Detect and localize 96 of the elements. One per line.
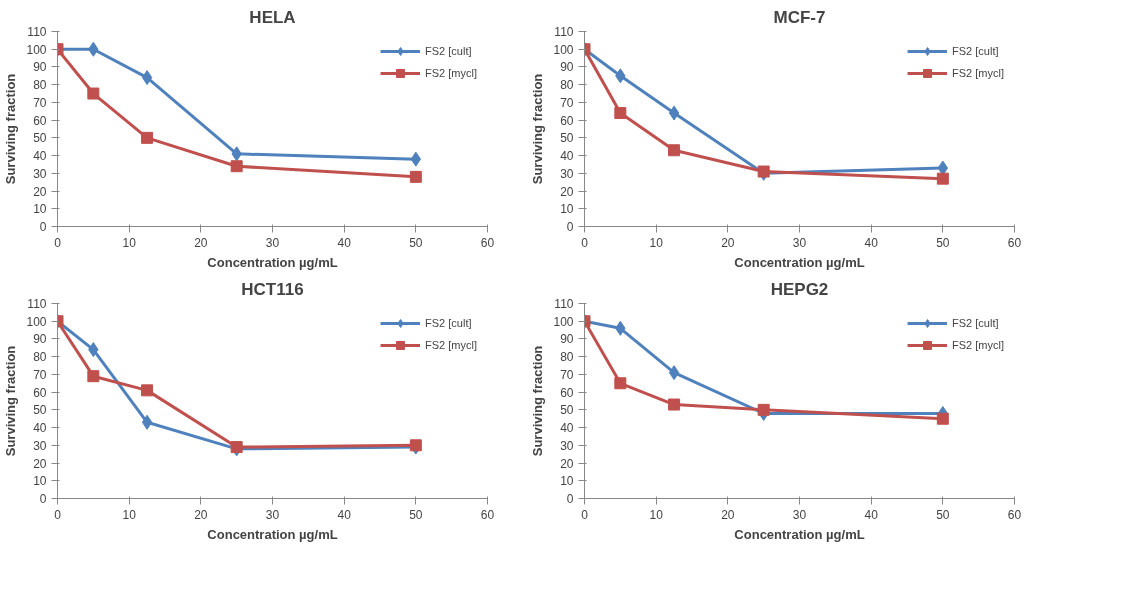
y-tick-label: 90	[33, 332, 47, 347]
x-tick-label: 60	[480, 507, 495, 522]
x-tick-label: 60	[1007, 235, 1022, 250]
chart-title: HCT116	[241, 279, 304, 299]
y-tick-label: 60	[33, 113, 47, 128]
y-tick-label: 110	[27, 25, 47, 39]
y-tick-label: 20	[33, 456, 47, 471]
x-tick-label: 40	[864, 507, 879, 522]
chart-title: MCF-7	[773, 7, 826, 27]
y-tick-label: 30	[33, 438, 47, 453]
y-tick-label: 10	[33, 474, 47, 489]
x-tick-label: 30	[792, 235, 807, 250]
x-tick-label: 0	[54, 235, 62, 250]
y-tick-label: 20	[33, 184, 47, 199]
x-tick-label: 10	[649, 507, 664, 522]
y-axis-title: Surviving fraction	[530, 345, 546, 457]
x-axis-title: Concentration µg/mL	[734, 254, 865, 270]
y-axis-title: Surviving fraction	[3, 73, 19, 185]
legend-label: FS2 [cult]	[952, 317, 999, 329]
x-tick-label: 50	[409, 235, 423, 250]
y-tick-label: 0	[566, 220, 574, 234]
y-tick-label: 100	[26, 42, 47, 57]
y-tick-label: 50	[560, 131, 574, 146]
y-tick-label: 90	[560, 332, 574, 347]
y-tick-label: 50	[560, 403, 574, 418]
x-tick-label: 30	[265, 235, 280, 250]
y-tick-label: 50	[33, 131, 47, 146]
legend-label: FS2 [mycl]	[952, 67, 1004, 79]
x-tick-label: 10	[122, 507, 137, 522]
y-tick-label: 60	[560, 113, 574, 128]
legend-label: FS2 [cult]	[425, 45, 472, 57]
y-axis-title: Surviving fraction	[3, 345, 19, 457]
chart-title: HEPG2	[770, 279, 829, 299]
y-tick-label: 80	[560, 78, 574, 93]
y-tick-label: 40	[33, 149, 47, 164]
legend-label: FS2 [cult]	[425, 317, 472, 329]
y-tick-label: 10	[33, 202, 47, 217]
legend-label: FS2 [cult]	[952, 45, 999, 57]
y-tick-label: 30	[33, 166, 47, 181]
y-tick-label: 0	[39, 492, 47, 506]
y-tick-label: 30	[560, 166, 574, 181]
y-tick-label: 50	[33, 403, 47, 418]
x-tick-label: 60	[480, 235, 495, 250]
x-tick-label: 40	[337, 235, 352, 250]
y-tick-label: 70	[33, 367, 47, 382]
y-tick-label: 0	[39, 220, 47, 234]
x-tick-label: 60	[1007, 507, 1022, 522]
y-tick-label: 90	[33, 60, 47, 75]
x-tick-label: 20	[194, 507, 208, 522]
x-tick-label: 0	[581, 235, 589, 250]
y-axis-title: Surviving fraction	[530, 73, 546, 185]
y-tick-label: 60	[560, 385, 574, 400]
y-tick-label: 70	[560, 367, 574, 382]
x-tick-label: 0	[581, 507, 589, 522]
x-tick-label: 50	[936, 235, 950, 250]
x-tick-label: 40	[864, 235, 879, 250]
legend-label: FS2 [mycl]	[425, 339, 477, 351]
x-tick-label: 50	[409, 507, 423, 522]
x-tick-label: 40	[337, 507, 352, 522]
y-tick-label: 0	[566, 492, 574, 506]
y-tick-label: 40	[560, 149, 574, 164]
x-axis-title: Concentration µg/mL	[207, 526, 338, 542]
x-axis-title: Concentration µg/mL	[734, 526, 865, 542]
chart-title: HELA	[249, 7, 296, 27]
y-tick-label: 10	[560, 474, 574, 489]
x-tick-label: 0	[54, 507, 62, 522]
y-tick-label: 10	[560, 202, 574, 217]
x-tick-label: 50	[936, 507, 950, 522]
y-tick-label: 110	[554, 25, 574, 39]
y-tick-label: 100	[26, 314, 47, 329]
y-tick-label: 70	[560, 95, 574, 110]
x-tick-label: 20	[721, 507, 735, 522]
y-tick-label: 20	[560, 456, 574, 471]
y-tick-label: 100	[553, 314, 574, 329]
y-tick-label: 80	[560, 350, 574, 365]
x-tick-label: 20	[721, 235, 735, 250]
legend-label: FS2 [mycl]	[425, 67, 477, 79]
x-tick-label: 10	[122, 235, 137, 250]
x-tick-label: 20	[194, 235, 208, 250]
y-tick-label: 40	[33, 421, 47, 436]
y-tick-label: 30	[560, 438, 574, 453]
y-tick-label: 110	[27, 297, 47, 311]
y-tick-label: 80	[33, 350, 47, 365]
y-tick-label: 110	[554, 297, 574, 311]
y-tick-label: 70	[33, 95, 47, 110]
x-tick-label: 30	[792, 507, 807, 522]
y-tick-label: 80	[33, 78, 47, 93]
y-tick-label: 60	[33, 385, 47, 400]
x-axis-title: Concentration µg/mL	[207, 254, 338, 270]
y-tick-label: 100	[553, 42, 574, 57]
y-tick-label: 40	[560, 421, 574, 436]
y-tick-label: 90	[560, 60, 574, 75]
x-tick-label: 30	[265, 507, 280, 522]
x-tick-label: 10	[649, 235, 664, 250]
y-tick-label: 20	[560, 184, 574, 199]
legend-label: FS2 [mycl]	[952, 339, 1004, 351]
